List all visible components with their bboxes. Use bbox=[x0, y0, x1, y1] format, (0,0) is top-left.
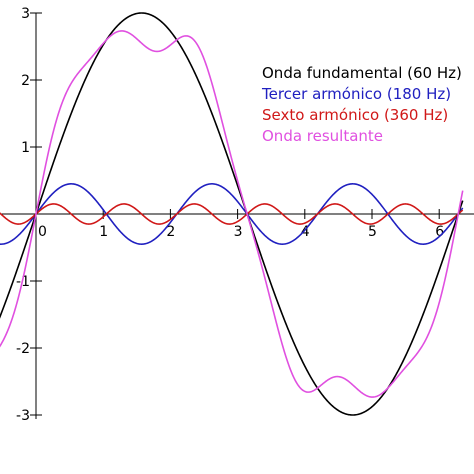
x-tick-label: 2 bbox=[166, 224, 175, 240]
series-resultant bbox=[0, 30, 464, 398]
x-tick-label: 1 bbox=[99, 224, 108, 240]
y-tick-label: -1 bbox=[16, 274, 30, 290]
legend-item: Onda resultante bbox=[262, 127, 383, 145]
y-tick-label: 3 bbox=[21, 6, 30, 22]
legend-item: Sexto armónico (360 Hz) bbox=[262, 106, 448, 124]
y-tick-label: -3 bbox=[16, 408, 30, 424]
y-tick-label: 2 bbox=[21, 73, 30, 89]
plot-area bbox=[0, 12, 464, 416]
x-tick-label: 6 bbox=[435, 224, 444, 240]
axes: 0 1 2 3 4 5 6 3 2 1 -1 -2 -3 bbox=[0, 6, 474, 424]
x-tick-label: 3 bbox=[234, 224, 243, 240]
series-third-harmonic bbox=[0, 183, 464, 245]
legend-item: Onda fundamental (60 Hz) bbox=[262, 64, 462, 82]
x-tick-label: 5 bbox=[368, 224, 377, 240]
y-tick-label: -2 bbox=[16, 341, 30, 357]
y-tick-label: 1 bbox=[21, 140, 30, 156]
legend: Onda fundamental (60 Hz) Tercer armónico … bbox=[261, 64, 462, 145]
x-tick-label: 4 bbox=[301, 224, 310, 240]
legend-item: Tercer armónico (180 Hz) bbox=[261, 85, 451, 103]
series-sixth-harmonic bbox=[0, 203, 464, 225]
x-tick-label: 0 bbox=[38, 224, 47, 240]
